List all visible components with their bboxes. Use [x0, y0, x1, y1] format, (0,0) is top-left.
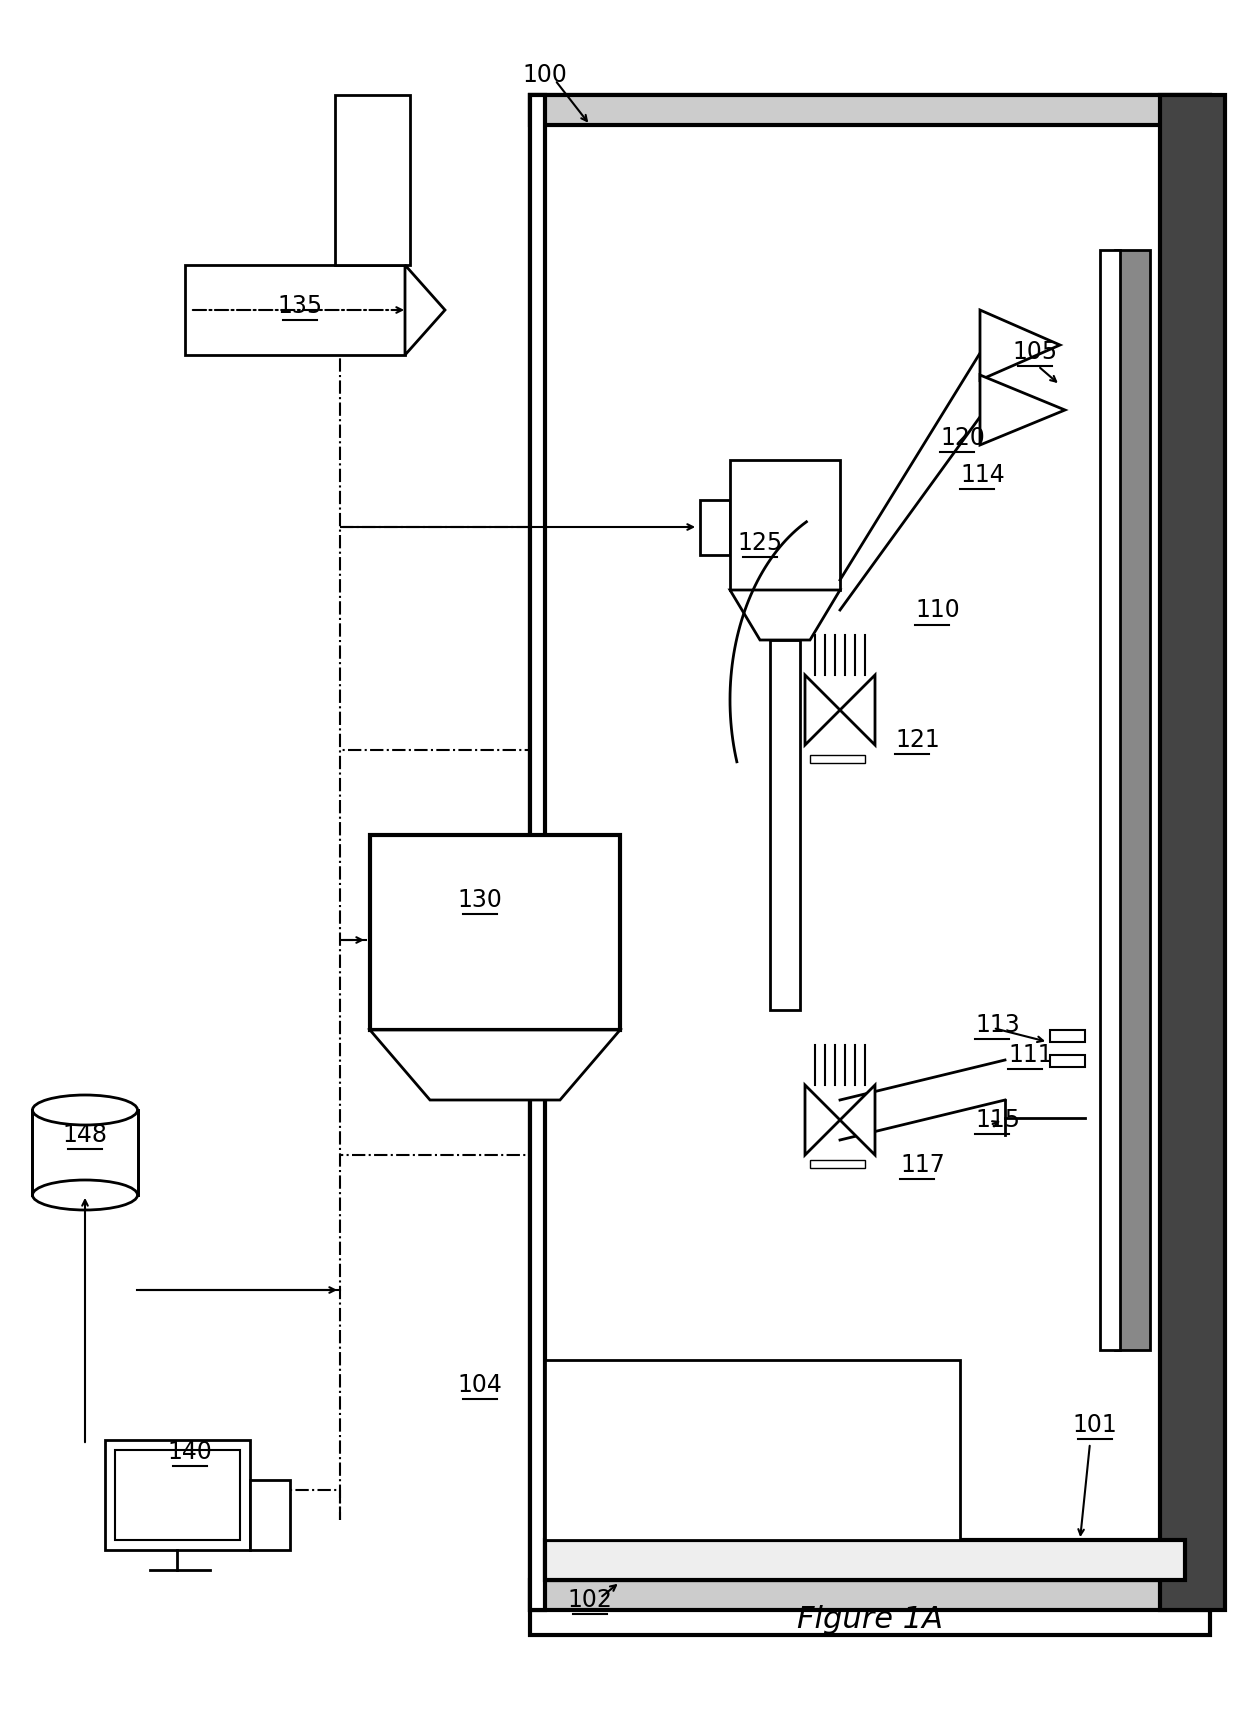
Bar	[810, 755, 866, 764]
Bar	[529, 1579, 1210, 1610]
Bar	[529, 95, 1210, 124]
Bar	[185, 264, 405, 354]
Polygon shape	[839, 676, 875, 745]
Bar	[810, 1159, 866, 1168]
Text: 130: 130	[458, 888, 502, 912]
Text: Figure 1A: Figure 1A	[797, 1605, 942, 1635]
Bar	[32, 1109, 138, 1196]
Text: 120: 120	[940, 427, 985, 449]
Bar	[730, 460, 839, 589]
Text: 110: 110	[915, 598, 960, 622]
Bar	[1050, 1056, 1085, 1066]
Text: 117: 117	[900, 1153, 945, 1177]
Bar	[370, 835, 620, 1030]
Text: 135: 135	[278, 294, 322, 318]
Text: 115: 115	[975, 1108, 1021, 1132]
Bar	[250, 1479, 290, 1550]
Text: 105: 105	[1012, 340, 1058, 365]
Ellipse shape	[32, 1180, 138, 1210]
Polygon shape	[805, 676, 839, 745]
Polygon shape	[980, 375, 1065, 446]
Text: 125: 125	[738, 530, 782, 555]
Text: 101: 101	[1073, 1414, 1117, 1438]
Bar	[335, 95, 410, 264]
Text: 140: 140	[167, 1439, 212, 1464]
Polygon shape	[805, 1085, 839, 1154]
Polygon shape	[839, 1085, 875, 1154]
Text: 102: 102	[568, 1588, 613, 1612]
Bar	[1100, 251, 1120, 1350]
Bar	[770, 639, 800, 1009]
Bar	[529, 95, 1210, 1635]
Text: 104: 104	[458, 1374, 502, 1396]
Ellipse shape	[32, 1096, 138, 1125]
Polygon shape	[405, 264, 445, 354]
Text: 111: 111	[1008, 1044, 1053, 1066]
Bar	[105, 1439, 250, 1550]
Bar	[115, 1450, 241, 1540]
Bar	[701, 499, 730, 555]
Polygon shape	[370, 1030, 620, 1101]
Text: 121: 121	[895, 727, 940, 752]
Text: 114: 114	[960, 463, 1004, 487]
Text: 148: 148	[62, 1123, 108, 1147]
Bar	[1050, 1030, 1085, 1042]
Text: 113: 113	[975, 1013, 1019, 1037]
Text: 100: 100	[522, 62, 568, 86]
Polygon shape	[980, 309, 1060, 380]
Bar	[546, 1540, 1185, 1579]
Bar	[1115, 251, 1149, 1350]
Bar	[529, 95, 546, 1610]
Polygon shape	[730, 589, 839, 639]
Bar	[1159, 95, 1225, 1610]
Bar	[546, 1360, 960, 1540]
